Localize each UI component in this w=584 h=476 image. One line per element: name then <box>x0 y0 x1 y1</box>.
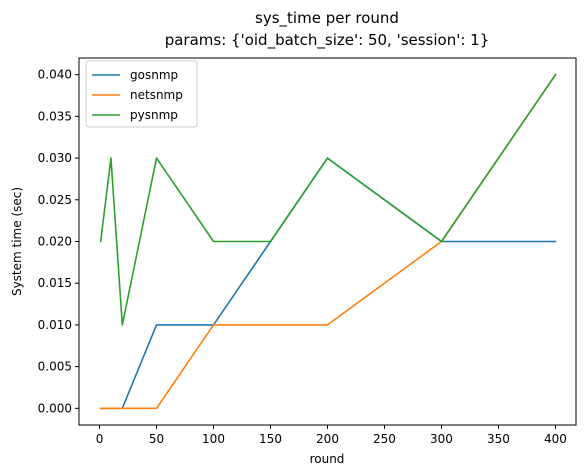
y-tick-label: 0.010 <box>38 318 72 332</box>
y-tick-label: 0.015 <box>38 276 72 290</box>
x-tick-label: 300 <box>430 432 453 446</box>
plot-frame <box>78 57 577 426</box>
chart-subtitle: params: {'oid_batch_size': 50, 'session'… <box>165 31 490 50</box>
x-tick-label: 150 <box>259 432 282 446</box>
y-tick-label: 0.020 <box>38 235 72 249</box>
x-tick-label: 350 <box>487 432 510 446</box>
x-tick-label: 400 <box>544 432 567 446</box>
y-tick-label: 0.030 <box>38 151 72 165</box>
y-axis-ticks: 0.000 0.005 0.010 0.015 0.020 0.025 0.030 0.035… <box>38 68 79 415</box>
x-axis-ticks: 0 50 100 150 200 250 300 350 400 <box>96 425 567 446</box>
series-line-pysnmp <box>99 73 557 326</box>
x-tick-label: 100 <box>202 432 225 446</box>
legend: gosnmp netsnmp pysnmp <box>85 60 198 128</box>
y-tick-label: 0.035 <box>38 109 72 123</box>
series-line-gosnmp <box>99 157 557 410</box>
y-tick-label: 0.005 <box>38 360 72 374</box>
y-tick-label: 0.040 <box>38 68 72 82</box>
legend-label-pysnmp: pysnmp <box>130 108 178 122</box>
legend-label-gosnmp: gosnmp <box>130 68 178 82</box>
y-tick-label: 0.025 <box>38 193 72 207</box>
plot-lines <box>99 73 557 410</box>
y-tick-label: 0.000 <box>38 401 72 415</box>
legend-label-netsnmp: netsnmp <box>130 88 183 102</box>
x-tick-label: 50 <box>149 432 164 446</box>
legend-box <box>85 60 198 128</box>
x-tick-label: 200 <box>316 432 339 446</box>
series-line-netsnmp <box>99 73 557 410</box>
x-tick-label: 0 <box>96 432 104 446</box>
x-axis-label: round <box>310 452 345 466</box>
chart-title: sys_time per round <box>255 9 399 28</box>
y-axis-label: System time (sec) <box>10 187 24 296</box>
x-tick-label: 250 <box>373 432 396 446</box>
